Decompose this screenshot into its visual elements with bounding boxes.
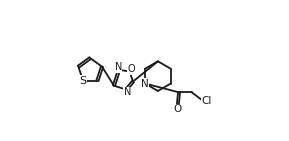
- Text: S: S: [79, 76, 86, 86]
- Text: O: O: [173, 104, 182, 114]
- Text: Cl: Cl: [201, 96, 212, 106]
- Text: O: O: [128, 64, 135, 74]
- Text: N: N: [124, 87, 131, 97]
- Text: N: N: [141, 79, 149, 89]
- Text: N: N: [115, 62, 122, 72]
